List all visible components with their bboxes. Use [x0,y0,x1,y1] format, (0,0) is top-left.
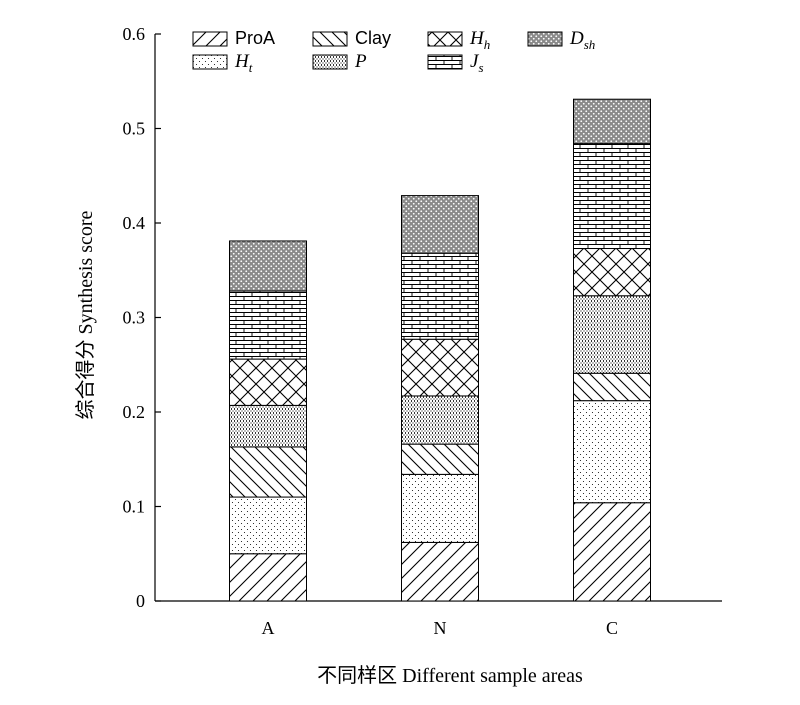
bar-segment-ht-c [573,400,651,504]
bar-segment-js-a [229,290,307,360]
legend-label-p: P [354,51,367,72]
bar-segment-clay-n [401,443,479,475]
y-tick-label: 0.3 [123,308,146,328]
bar-segment-clay-a [229,446,307,498]
bar-segment-clay-c [573,372,651,402]
x-tick-label: N [434,618,447,638]
bar-segment-hh-c [573,248,651,297]
bar-segment-js-c [573,143,651,250]
legend-label-js: Js [470,51,484,75]
legend-swatch-p [312,54,348,70]
legend-label-hh: Hh [469,28,490,52]
y-axis-title: 综合得分 Synthesis score [74,210,97,419]
legend-swatch-js [427,54,463,70]
plot-area: 0 0.1 0.2 0.3 0.4 0.5 0.6 A N C [123,24,722,638]
bar-segment-proa-c [573,502,651,602]
legend-label-proa: ProA [235,28,275,48]
y-tick-label: 0.5 [123,119,146,139]
legend: ProA Clay Hh Dsh Ht P Js [192,28,595,75]
legend-label-ht: Ht [234,51,253,75]
y-tick-label: 0.6 [123,24,146,44]
y-tick-label: 0 [136,591,145,611]
bar-segment-dsh-a [229,240,307,292]
bar-segment-ht-a [229,496,307,555]
legend-swatch-ht [192,54,228,70]
x-tick-label: A [262,618,275,638]
legend-swatch-hh [427,31,463,47]
bar-segment-hh-a [229,358,307,406]
legend-swatch-dsh [527,31,563,47]
legend-label-clay: Clay [355,28,391,48]
bar-segment-proa-n [401,541,479,602]
legend-swatch-proa [192,31,228,47]
y-tick-label: 0.4 [123,213,146,233]
bar-segment-p-a [229,404,307,448]
y-tick-label: 0.2 [123,402,146,422]
x-tick-label: C [606,618,618,638]
bar-segment-p-c [573,295,651,374]
bar-segment-p-n [401,395,479,445]
bar-segment-dsh-c [573,98,651,145]
legend-label-dsh: Dsh [569,28,595,52]
bar-segment-js-n [401,252,479,340]
y-tick-label: 0.1 [123,497,146,517]
bar-segment-dsh-n [401,195,479,254]
x-axis-title: 不同样区 Different sample areas [317,664,583,687]
legend-swatch-clay [312,31,348,47]
bar-segment-proa-a [229,553,307,602]
bar-segment-ht-n [401,473,479,543]
bar-segment-hh-n [401,338,479,397]
